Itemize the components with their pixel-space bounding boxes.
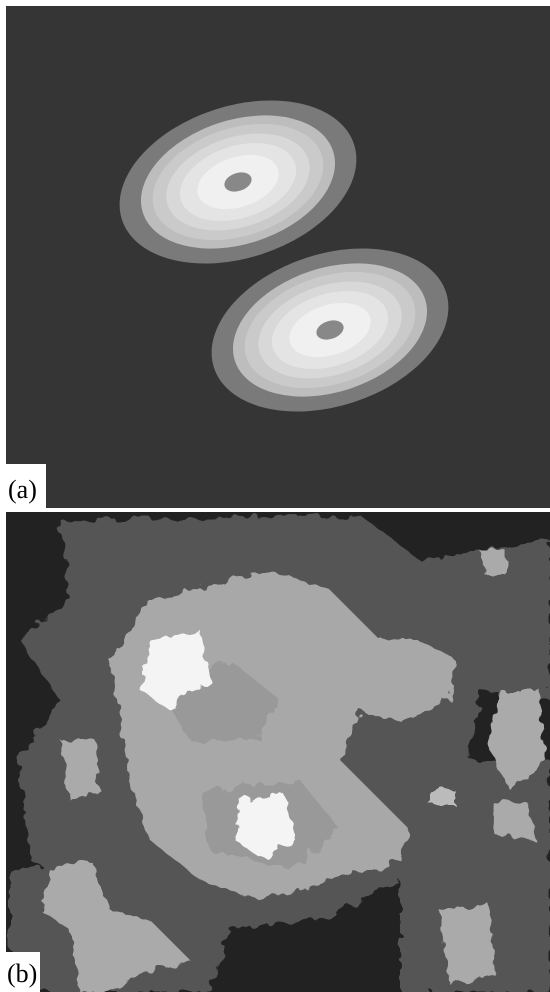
panel-background: [6, 6, 550, 508]
panel-a: (a): [6, 6, 550, 508]
panel-label: (a): [8, 475, 37, 504]
page: (a) (b) (() => { const data = JSON.parse…: [0, 0, 550, 992]
panel-label: (b): [7, 959, 37, 988]
texture: [10, 515, 550, 992]
panel-b: (b): [6, 512, 550, 992]
figure: (a) (b): [0, 0, 550, 992]
